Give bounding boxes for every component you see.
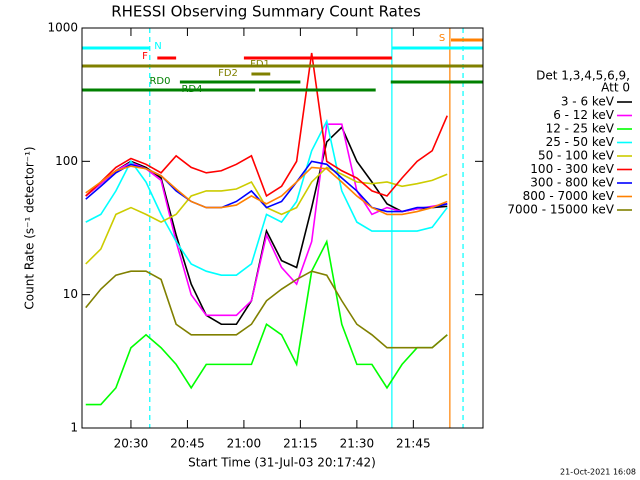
flag-label: FD2	[218, 68, 238, 79]
x-axis-label: Start Time (31-Jul-03 20:17:42)	[188, 456, 376, 470]
flag-label: RD4	[181, 84, 202, 95]
legend-label: 50 - 100 keV	[538, 149, 615, 163]
series-line	[85, 270, 448, 349]
y-tick-label: 1	[70, 421, 78, 435]
legend-label: 300 - 800 keV	[530, 176, 614, 190]
flag-label: S	[439, 33, 445, 44]
x-tick-label: 21:15	[283, 437, 318, 451]
x-tick-label: 20:30	[114, 437, 149, 451]
flag-label: RD0	[149, 76, 170, 87]
legend-label: 7000 - 15000 keV	[507, 203, 614, 217]
plot-frame	[81, 27, 484, 429]
y-tick-label: 10	[63, 287, 78, 301]
series-line	[85, 239, 448, 406]
legend-label: 12 - 25 keV	[546, 122, 615, 136]
series-line	[85, 52, 448, 198]
flag-label: N	[154, 41, 161, 52]
chart-title: RHESSI Observing Summary Count Rates	[111, 3, 421, 21]
series-line	[85, 118, 448, 276]
legend-label: 25 - 50 keV	[546, 135, 615, 149]
legend-label: 3 - 6 keV	[561, 95, 615, 109]
legend-title: Det 1,3,4,5,6,9,	[536, 69, 630, 83]
series-line	[85, 165, 448, 216]
x-tick-label: 21:00	[227, 437, 262, 451]
legend-title: Att 0	[601, 81, 630, 95]
y-axis-label: Count Rate (s⁻¹ detector⁻¹)	[23, 146, 37, 309]
x-tick-label: 21:30	[340, 437, 375, 451]
x-tick-label: 21:45	[396, 437, 431, 451]
flag-label: FD1	[250, 59, 270, 70]
legend-label: 100 - 300 keV	[530, 162, 614, 176]
footer: 21-Oct-2021 16:08	[560, 468, 636, 477]
y-tick-label: 100	[55, 154, 78, 168]
x-tick-label: 20:45	[170, 437, 205, 451]
y-tick-label: 1000	[47, 21, 78, 35]
series-line	[85, 125, 448, 326]
legend-label: 6 - 12 keV	[553, 108, 615, 122]
flag-label: F	[142, 51, 148, 62]
legend-label: 800 - 7000 keV	[523, 189, 615, 203]
